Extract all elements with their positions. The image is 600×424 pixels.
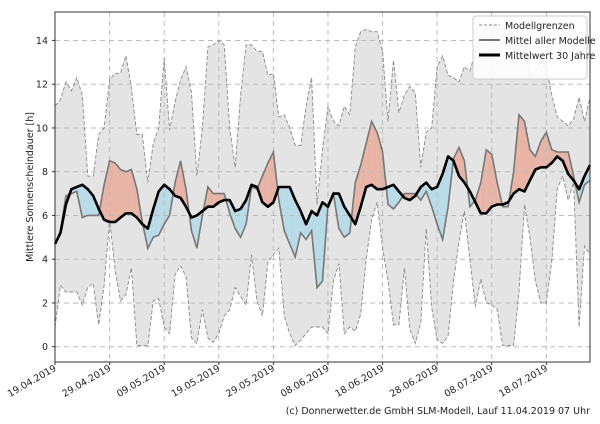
- footer-credit: (c) Donnerwetter.de GmbH SLM-Modell, Lau…: [286, 406, 590, 417]
- x-tick-label: 28.06.2019: [388, 363, 441, 400]
- x-tick-label: 29.04.2019: [60, 363, 113, 400]
- y-tick-label: 6: [42, 211, 48, 222]
- above-average-fill: [126, 170, 131, 214]
- above-average-fill: [519, 115, 524, 192]
- x-tick-label: 19.05.2019: [170, 363, 223, 400]
- y-tick-label: 2: [42, 298, 48, 309]
- y-tick-label: 4: [42, 255, 48, 266]
- y-tick-label: 0: [42, 342, 48, 353]
- above-average-fill: [486, 150, 491, 213]
- x-tick-label: 18.06.2019: [333, 363, 386, 400]
- x-tick-label: 08.06.2019: [279, 363, 332, 400]
- legend-label: Modellgrenzen: [505, 21, 575, 32]
- above-average-fill: [110, 161, 115, 222]
- legend: Modellgrenzen Mittel aller Modelle Mitte…: [473, 16, 596, 79]
- above-average-fill: [121, 170, 126, 218]
- y-tick-label: 12: [36, 80, 48, 91]
- x-tick-label: 09.05.2019: [115, 363, 168, 400]
- x-tick-label: 08.07.2019: [443, 363, 496, 400]
- x-tick-label: 18.07.2019: [497, 363, 550, 400]
- y-tick-label: 10: [36, 123, 48, 134]
- x-tick-label: 29.05.2019: [224, 363, 277, 400]
- legend-label: Mittel aller Modelle: [505, 36, 596, 47]
- y-tick-label: 14: [36, 36, 48, 47]
- legend-label: Mittelwert 30 Jahre: [505, 51, 595, 62]
- y-axis-label: Mittlere Sonnenscheindauer [h]: [25, 112, 36, 262]
- x-tick-label: 19.04.2019: [6, 363, 59, 400]
- y-tick-label: 8: [42, 167, 48, 178]
